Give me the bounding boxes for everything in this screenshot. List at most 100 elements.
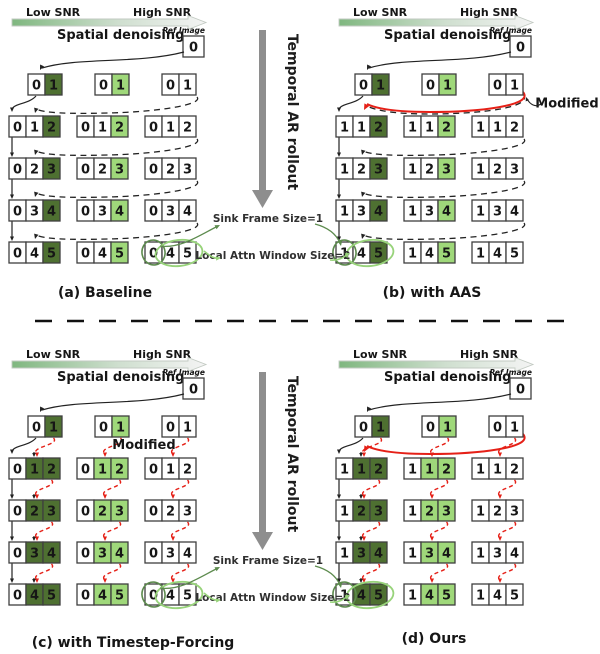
frame-number: 3	[30, 547, 39, 562]
frame-cell	[505, 157, 524, 180]
ref-image-value: 0	[189, 41, 198, 56]
frame-cell	[42, 157, 61, 180]
arrowhead-icon	[361, 494, 367, 499]
frame-number: 2	[166, 163, 175, 178]
frame-number: 0	[13, 205, 22, 220]
frame-number: 0	[149, 589, 158, 604]
timestep-forcing-arrow	[497, 521, 517, 539]
arrowhead-icon	[34, 578, 40, 583]
frame-cell	[178, 541, 197, 564]
frame-number: 1	[98, 121, 107, 136]
row-tick-arrowhead-icon	[359, 579, 363, 583]
frame-number: 1	[408, 121, 417, 136]
frame-number: 4	[493, 247, 502, 262]
frame-number: 0	[166, 79, 175, 94]
frame-cell	[505, 241, 524, 264]
arrowhead-icon	[170, 452, 176, 457]
frame-number: 4	[166, 589, 175, 604]
attn-window-ellipse	[154, 238, 204, 268]
frame-number: 2	[374, 121, 383, 136]
frame-number: 0	[149, 547, 158, 562]
frame-number: 1	[476, 589, 485, 604]
frame-cell	[44, 73, 63, 96]
frame-number: 1	[408, 547, 417, 562]
spatial-denoising-label: Spatial denoising	[57, 370, 184, 385]
frame-number: 1	[476, 463, 485, 478]
frame-number: 0	[99, 421, 108, 436]
arrowhead-icon	[34, 494, 40, 499]
ref-image-label: Ref Image	[163, 26, 205, 35]
frame-cell	[369, 199, 388, 222]
frame-number: 0	[13, 547, 22, 562]
frame-number: 1	[476, 163, 485, 178]
frame-cell	[178, 457, 197, 480]
arrowhead-icon	[9, 494, 15, 499]
arrowhead-icon	[336, 578, 342, 583]
frame-cell	[178, 415, 197, 438]
frame-number: 4	[425, 247, 434, 262]
frame-number: 0	[426, 421, 435, 436]
ref-image-label: Ref Image	[490, 26, 532, 35]
row-tick-arrowhead-icon	[359, 495, 363, 499]
frame-number: 0	[13, 463, 22, 478]
sink-frame-label: Sink Frame Size=1	[213, 213, 323, 225]
frame-number: 5	[47, 247, 56, 262]
frame-number: 0	[359, 421, 368, 436]
frame-number: 0	[13, 589, 22, 604]
frame-cell	[110, 157, 129, 180]
frame-number: 2	[493, 163, 502, 178]
frame-cell	[110, 457, 129, 480]
ref-image-cell	[182, 35, 205, 58]
frame-cell	[42, 583, 61, 606]
arrowhead-icon	[215, 256, 221, 261]
frame-number: 0	[81, 247, 90, 262]
frame-number: 1	[340, 463, 349, 478]
arrowhead-icon	[215, 598, 221, 603]
ref-image-label: Ref Image	[163, 368, 205, 377]
arrowhead-icon	[9, 578, 15, 583]
frame-number: 1	[183, 421, 192, 436]
frame-number: 5	[442, 589, 451, 604]
high-snr-label: High SNR	[460, 348, 519, 361]
arrowhead-icon	[367, 406, 372, 412]
arrowhead-icon	[361, 191, 366, 197]
arrowhead-icon	[497, 578, 503, 583]
kv-reuse-dashed-arrow	[362, 180, 526, 199]
frame-number: 3	[442, 163, 451, 178]
frame-number: 5	[183, 247, 192, 262]
frame-number: 3	[30, 205, 39, 220]
timestep-forcing-arrow	[170, 437, 190, 455]
frame-number: 5	[510, 589, 519, 604]
frame-cell	[44, 415, 63, 438]
frame-number: 1	[408, 505, 417, 520]
frame-number: 1	[408, 163, 417, 178]
arrowhead-icon	[344, 595, 350, 600]
frame-number: 3	[47, 163, 56, 178]
sink-arrow-left	[159, 567, 219, 590]
frame-number: 4	[357, 589, 366, 604]
frame-cell	[369, 115, 388, 138]
frame-cell	[42, 199, 61, 222]
panel-caption: (a) Baseline	[58, 285, 152, 301]
frame-number: 2	[510, 121, 519, 136]
low-snr-label: Low SNR	[353, 6, 408, 19]
frame-number: 1	[357, 121, 366, 136]
frame-cell	[42, 457, 61, 480]
row-tick-arrowhead-icon	[32, 495, 36, 499]
frame-number: 1	[30, 121, 39, 136]
frame-number: 5	[374, 247, 383, 262]
frame-number: 3	[115, 505, 124, 520]
timestep-forcing-arrow	[34, 479, 54, 497]
frame-cell	[369, 583, 388, 606]
frame-cell	[371, 415, 390, 438]
frame-cell	[42, 115, 61, 138]
frame-number: 1	[376, 421, 385, 436]
frame-cell	[178, 157, 197, 180]
frame-number: 3	[183, 163, 192, 178]
frame-number: 1	[443, 79, 452, 94]
rollout-connector	[338, 95, 364, 110]
timestep-forcing-arrow	[34, 521, 54, 539]
frame-number: 0	[149, 163, 158, 178]
frame-number: 3	[115, 163, 124, 178]
